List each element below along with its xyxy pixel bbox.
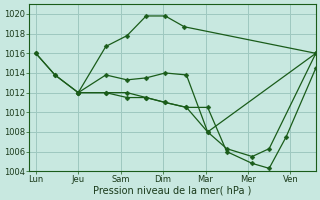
X-axis label: Pression niveau de la mer( hPa ): Pression niveau de la mer( hPa ) [93,186,252,196]
